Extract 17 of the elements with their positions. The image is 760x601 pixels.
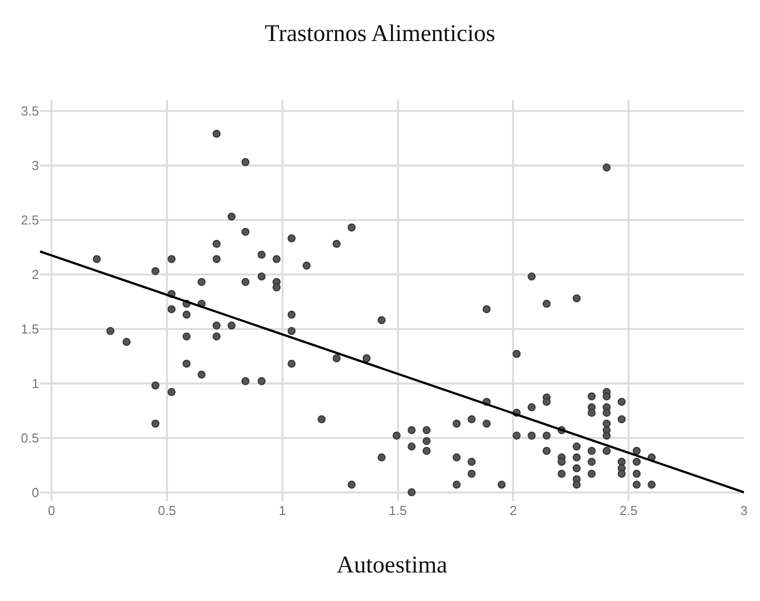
x-tick-label: 0 (48, 503, 56, 518)
y-tick-label: 2.5 (20, 212, 39, 228)
y-tick-label: 3.5 (20, 103, 39, 118)
y-tick-label: 3 (32, 158, 39, 173)
chart-title: Trastornos Alimenticios (264, 20, 496, 47)
x-tick-label: 2 (510, 503, 517, 518)
x-tick-label: 0.5 (158, 503, 176, 518)
y-tick-label: 1 (32, 376, 39, 391)
y-tick-label: 2 (32, 266, 39, 282)
x-tick-label: 3 (740, 503, 748, 518)
x-axis-title: Autoestima (336, 552, 448, 578)
y-tick-label: 1.5 (20, 321, 39, 336)
y-tick-label: 0.5 (20, 430, 39, 446)
x-tick-label: 1.5 (388, 503, 407, 518)
x-tick-label: 1 (278, 503, 286, 518)
y-tick-label: 0 (32, 484, 39, 500)
x-tick-label: 2.5 (620, 503, 638, 518)
